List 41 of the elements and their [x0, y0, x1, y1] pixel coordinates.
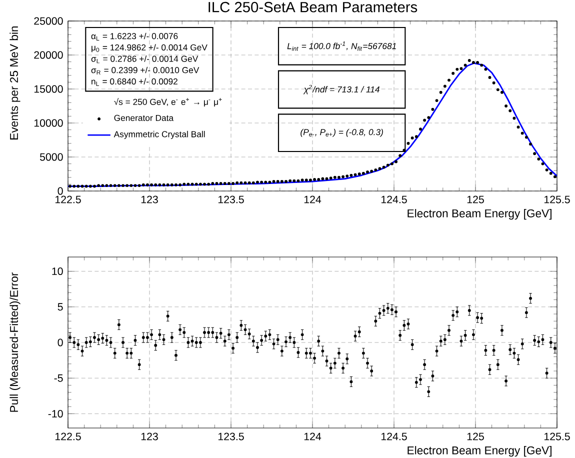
x-tick-label: 123.5	[218, 432, 244, 440]
y-tick-label: 5000	[40, 153, 63, 161]
annotation: χ$^{2}$/ndf = 713.1 / 114	[303, 84, 380, 94]
y-axis-title: Pull (Measured-Fitted)/Error	[10, 272, 20, 412]
annotation: μ$_{0}$ = 124.9862 +/- 0.0014 GeV	[92, 44, 208, 52]
legend-label: Asymmetric Crystal Ball	[114, 130, 205, 139]
annotation: n$_{L}$ = 0.6840 +/- 0.0092	[92, 78, 178, 86]
legend-label: Generator Data	[114, 114, 174, 121]
y-tick-label: 20000	[34, 51, 63, 59]
x-tick-label: 122.5	[55, 196, 81, 204]
x-tick-label: 125	[467, 432, 484, 440]
y-tick-label: 0	[58, 338, 63, 346]
y-tick-label: 5	[58, 303, 63, 311]
annotation: σ$_{L}$ = 0.2786 +/- 0.0014 GeV	[91, 55, 198, 64]
x-tick-label: 124	[304, 432, 322, 440]
x-tick-label: 124.5	[381, 432, 407, 440]
annotation: (P$_{e-}$, P$_{e+}$) = (-0.8, 0.3)	[300, 128, 383, 137]
x-tick-label: 123.5	[218, 196, 244, 204]
y-tick-label: 10000	[34, 119, 63, 127]
y-tick-label: -5	[54, 374, 63, 382]
x-tick-label: 122.5	[55, 432, 81, 440]
y-tick-label: 15000	[34, 85, 63, 93]
y-tick-label: -10	[48, 410, 63, 418]
x-tick-label: 125.5	[544, 432, 570, 440]
y-tick-label: 25000	[34, 17, 63, 25]
x-tick-label: 125	[467, 196, 484, 204]
x-tick-label: 124	[304, 196, 322, 204]
annotation: L$_{int}$ = 100.0 fb$^{-1}$, N$_{fit}$=567681	[287, 42, 396, 51]
annotation: σ$_{R}$ = 0.2399 +/- 0.0010 GeV	[91, 66, 200, 75]
y-tick-label: 10	[52, 267, 63, 276]
legend-title: √s = 250 GeV, e$^{-}$ e$^{+}$ → μ$^{-}$ μ$^{+}$	[114, 98, 222, 107]
y-axis-title: Events per 25 MeV bin	[10, 26, 20, 140]
chart-title: ILC 250-SetA Beam Parameters	[208, 2, 418, 12]
x-tick-label: 123	[141, 196, 158, 204]
x-axis-title: Electron Beam Energy [GeV]	[408, 209, 552, 220]
x-tick-label: 123	[141, 432, 158, 440]
annotation: α$_{L}$ = 1.6223 +/- 0.0076	[91, 32, 178, 41]
x-axis-title: Electron Beam Energy [GeV]	[408, 446, 552, 457]
y-tick-label: 0	[58, 187, 63, 195]
x-tick-label: 125.5	[544, 196, 570, 204]
x-tick-label: 124.5	[381, 196, 407, 204]
